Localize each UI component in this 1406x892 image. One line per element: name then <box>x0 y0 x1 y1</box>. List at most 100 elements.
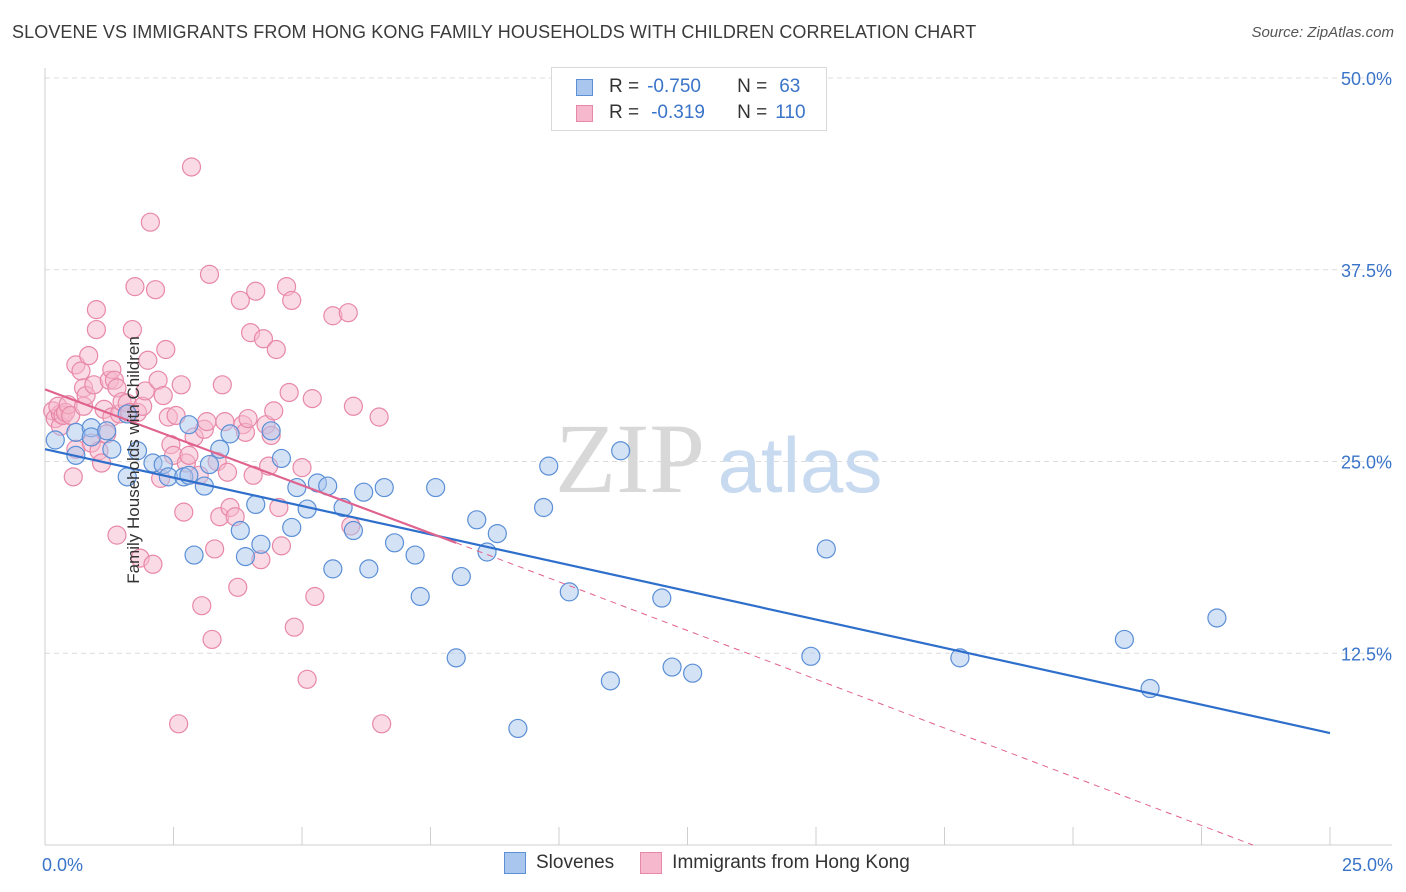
data-point-slovene <box>611 441 631 461</box>
data-point-slovene <box>467 510 487 530</box>
data-point-slovene <box>251 534 271 554</box>
data-point-hongkong <box>217 462 238 482</box>
data-point-hongkong <box>174 502 194 522</box>
correlation-legend: R = -0.750 N = 63 R = -0.319 N = 110 <box>551 67 827 131</box>
data-point-hongkong <box>266 339 286 360</box>
data-point-hongkong <box>138 350 158 370</box>
trend-line-hongkong-extension <box>456 542 1254 846</box>
data-point-slovene <box>816 539 836 559</box>
data-point-hongkong <box>338 303 358 323</box>
data-point-hongkong <box>246 281 266 301</box>
legend-r-value: -0.750 <box>647 76 701 97</box>
data-point-slovene <box>600 671 621 691</box>
data-point-slovene <box>410 586 430 607</box>
data-point-slovene <box>102 439 122 459</box>
data-point-slovene <box>374 477 394 498</box>
data-point-slovene <box>533 497 554 518</box>
data-point-hongkong <box>199 264 220 284</box>
data-point-slovene <box>451 566 471 587</box>
y-tick-label: 37.5% <box>1341 261 1392 281</box>
data-point-slovene <box>45 430 65 450</box>
data-point-slovene <box>652 588 672 608</box>
data-point-slovene <box>323 559 343 579</box>
legend-r-value: -0.319 <box>651 102 705 123</box>
data-point-hongkong <box>171 375 191 395</box>
legend-swatch-pink <box>576 104 593 122</box>
data-point-slovene <box>426 477 446 498</box>
data-point-hongkong <box>228 577 248 597</box>
data-point-hongkong <box>202 629 222 650</box>
data-point-hongkong <box>372 714 392 734</box>
legend-swatch-slovenes <box>504 852 526 874</box>
data-point-hongkong <box>238 408 258 429</box>
data-point-slovene <box>405 545 425 565</box>
tick-labels: 12.5% 25.0% 37.5% 50.0% 0.0% 25.0% <box>42 69 1393 875</box>
data-point-slovene <box>354 482 374 502</box>
watermark-atlas: atlas <box>718 421 883 509</box>
data-point-hongkong <box>79 346 99 366</box>
chart-title: SLOVENE VS IMMIGRANTS FROM HONG KONG FAM… <box>12 22 977 42</box>
trend-lines <box>44 388 1331 846</box>
legend-label-slovenes: Slovenes <box>536 852 615 873</box>
data-point-slovene <box>1207 608 1227 628</box>
data-point-hongkong <box>145 280 166 300</box>
data-point-hongkong <box>86 300 107 320</box>
data-point-hongkong <box>125 277 145 297</box>
data-point-hongkong <box>271 536 292 556</box>
grid-lines <box>45 77 1392 654</box>
watermark: ZIP atlas <box>555 403 882 514</box>
data-point-slovene <box>235 547 256 567</box>
y-axis-label: Family Households with Children <box>123 336 143 584</box>
data-point-hongkong <box>179 445 199 465</box>
data-point-hongkong <box>169 714 189 734</box>
data-point-hongkong <box>292 458 312 478</box>
legend-row-slovenes: R = -0.750 N = 63 <box>576 75 800 99</box>
data-point-hongkong <box>63 467 83 487</box>
data-point-hongkong <box>343 396 363 416</box>
legend-n-label: N = <box>737 76 768 97</box>
data-point-hongkong <box>297 669 317 689</box>
data-point-slovene <box>446 648 466 668</box>
data-point-hongkong <box>279 382 299 403</box>
legend-r-label: R = <box>609 102 640 123</box>
data-point-hongkong <box>107 525 127 545</box>
data-point-hongkong <box>230 290 250 311</box>
data-point-slovene <box>230 520 250 541</box>
legend-label-hongkong: Immigrants from Hong Kong <box>672 852 910 873</box>
data-point-hongkong <box>143 554 163 574</box>
data-point-slovene <box>359 559 379 579</box>
trend-line-hongkong <box>44 388 457 544</box>
legend-n-label: N = <box>737 102 768 123</box>
source-label: Source: ZipAtlas.com <box>1251 24 1394 41</box>
data-point-slovene <box>179 415 199 435</box>
watermark-zip: ZIP <box>555 403 705 514</box>
legend-swatch-blue <box>576 78 593 96</box>
data-point-hongkong <box>153 385 173 406</box>
y-tick-label: 50.0% <box>1341 69 1392 89</box>
data-point-slovene <box>97 421 117 441</box>
data-point-slovene <box>683 663 703 683</box>
data-point-hongkong <box>269 497 289 518</box>
data-point-hongkong <box>205 539 225 559</box>
data-point-slovene <box>662 657 682 677</box>
data-point-slovene <box>801 646 821 666</box>
data-point-hongkong <box>135 381 155 401</box>
data-point-slovene <box>184 545 204 565</box>
legend-n-value: 63 <box>779 76 801 97</box>
legend-row-hongkong: R = -0.319 N = 110 <box>576 101 806 125</box>
data-point-hongkong <box>369 407 389 427</box>
y-tick-label: 25.0% <box>1341 453 1392 473</box>
data-point-hongkong <box>253 329 274 349</box>
data-point-slovene <box>487 523 507 544</box>
x-tick-label: 0.0% <box>42 855 83 875</box>
data-point-slovene <box>384 533 405 553</box>
data-point-slovene <box>282 517 302 538</box>
data-point-slovene <box>508 718 528 739</box>
data-point-hongkong <box>302 389 322 409</box>
data-point-hongkong <box>192 596 212 616</box>
data-point-hongkong <box>181 157 202 177</box>
data-point-slovene <box>539 456 559 476</box>
data-point-hongkong <box>282 290 302 311</box>
data-point-hongkong <box>122 319 142 340</box>
